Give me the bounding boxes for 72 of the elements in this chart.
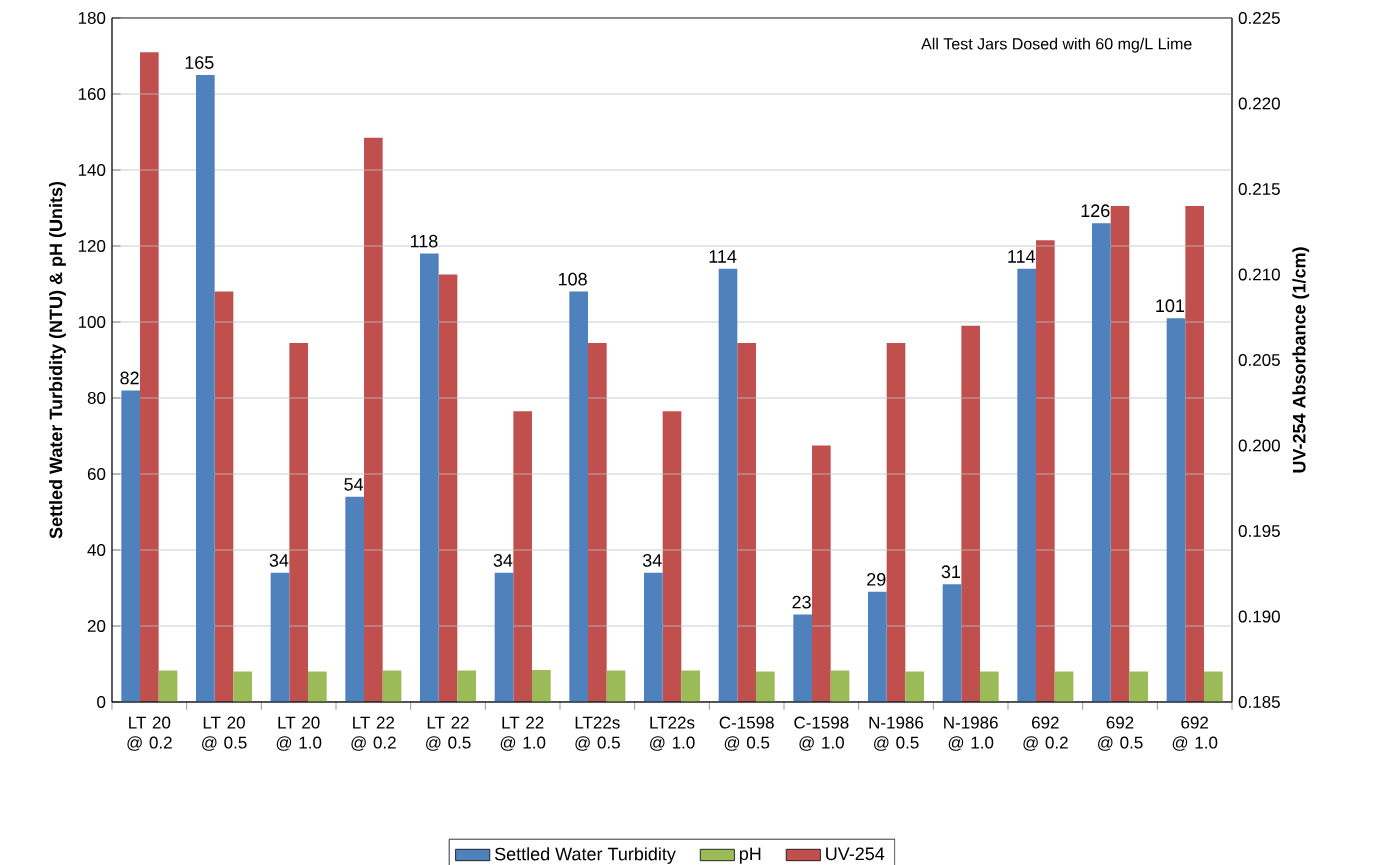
x-tick-label: LT 20 @ 1.0 [276, 716, 322, 751]
bar [756, 671, 775, 702]
x-tick-label: LT22s @ 0.5 [575, 716, 620, 751]
y-axis-title: Settled Water Turbidity (NTU) & pH (Units) [49, 181, 66, 539]
y2-tick-label: 0.185 [1238, 695, 1280, 708]
y2-tick-label: 0.200 [1238, 439, 1280, 452]
y-tick-label: 140 [78, 163, 106, 176]
bar [382, 670, 402, 702]
y2-tick-label: 0.190 [1238, 610, 1280, 623]
x-tick-label: LT 22 @ 0.5 [426, 716, 471, 751]
data-label: 34 [642, 553, 662, 567]
data-label: 31 [941, 565, 961, 579]
bar [942, 584, 962, 702]
bar [606, 670, 626, 702]
data-label: 23 [792, 595, 811, 609]
data-label: 29 [867, 572, 886, 586]
data-label: 54 [344, 478, 364, 491]
y-tick-label: 60 [87, 467, 106, 480]
y2-tick-label: 0.220 [1238, 97, 1280, 110]
y-tick-label: 180 [78, 11, 106, 24]
data-label: 82 [120, 371, 139, 385]
bar [158, 670, 178, 702]
x-tick-label: LT22s @ 1.0 [650, 716, 695, 751]
bar [830, 670, 850, 702]
x-tick-label: 692 @ 1.0 [1172, 716, 1218, 751]
y-tick-label: 0 [97, 695, 106, 708]
y-tick-label: 100 [78, 315, 106, 328]
data-label: 165 [185, 56, 214, 69]
x-tick-label: C-1598 @ 1.0 [794, 716, 849, 751]
data-label: 126 [1081, 204, 1110, 218]
bar [1129, 671, 1148, 702]
y2-tick-label: 0.205 [1238, 353, 1280, 366]
x-tick-label: 692 @ 0.2 [1023, 716, 1068, 751]
y2-tick-label: 0.210 [1238, 268, 1280, 281]
legend-label: Settled Water Turbidity [494, 847, 676, 864]
bar [1204, 671, 1223, 702]
bar [308, 671, 327, 702]
data-label: 101 [1156, 299, 1185, 313]
x-tick-label: LT 20 @ 0.2 [127, 716, 172, 751]
x-tick-label: N-1986 @ 0.5 [869, 716, 924, 751]
x-tick-label: 692 @ 0.5 [1098, 716, 1143, 751]
y-tick-label: 20 [87, 619, 106, 632]
data-label: 114 [709, 250, 737, 263]
y-tick-label: 160 [78, 87, 106, 100]
y-tick-label: 120 [78, 239, 106, 252]
y-tick-label: 40 [87, 543, 106, 556]
bar [980, 671, 999, 702]
y-tick-label: 80 [87, 391, 106, 404]
x-tick-label: LT 22 @ 1.0 [500, 716, 546, 751]
x-tick-label: LT 22 @ 0.2 [351, 716, 396, 751]
legend-label: pH [739, 847, 761, 864]
bar [233, 671, 253, 702]
y2-tick-label: 0.195 [1238, 524, 1280, 537]
bar [681, 670, 700, 702]
x-tick-label: C-1598 @ 0.5 [719, 716, 774, 751]
data-label: 34 [269, 553, 289, 567]
y2-tick-label: 0.225 [1238, 11, 1280, 24]
data-label: 118 [410, 234, 438, 248]
bar [532, 670, 551, 702]
annotation: All Test Jars Dosed with 60 mg/L Lime [921, 37, 1192, 53]
x-tick-label: LT 20 @ 0.5 [202, 716, 247, 751]
data-label: 34 [493, 553, 513, 567]
data-label: 114 [1008, 250, 1036, 263]
x-tick-label: N-1986 @ 1.0 [944, 716, 998, 751]
y2-tick-label: 0.215 [1238, 182, 1280, 195]
bar [905, 671, 924, 702]
bar [1054, 671, 1074, 702]
legend-label: UV-254 [826, 847, 885, 861]
bar [457, 670, 476, 702]
y2-axis-title: UV-254 Absorbance (1/cm) [1292, 247, 1310, 473]
data-label: 108 [558, 272, 587, 286]
bar [868, 591, 887, 702]
